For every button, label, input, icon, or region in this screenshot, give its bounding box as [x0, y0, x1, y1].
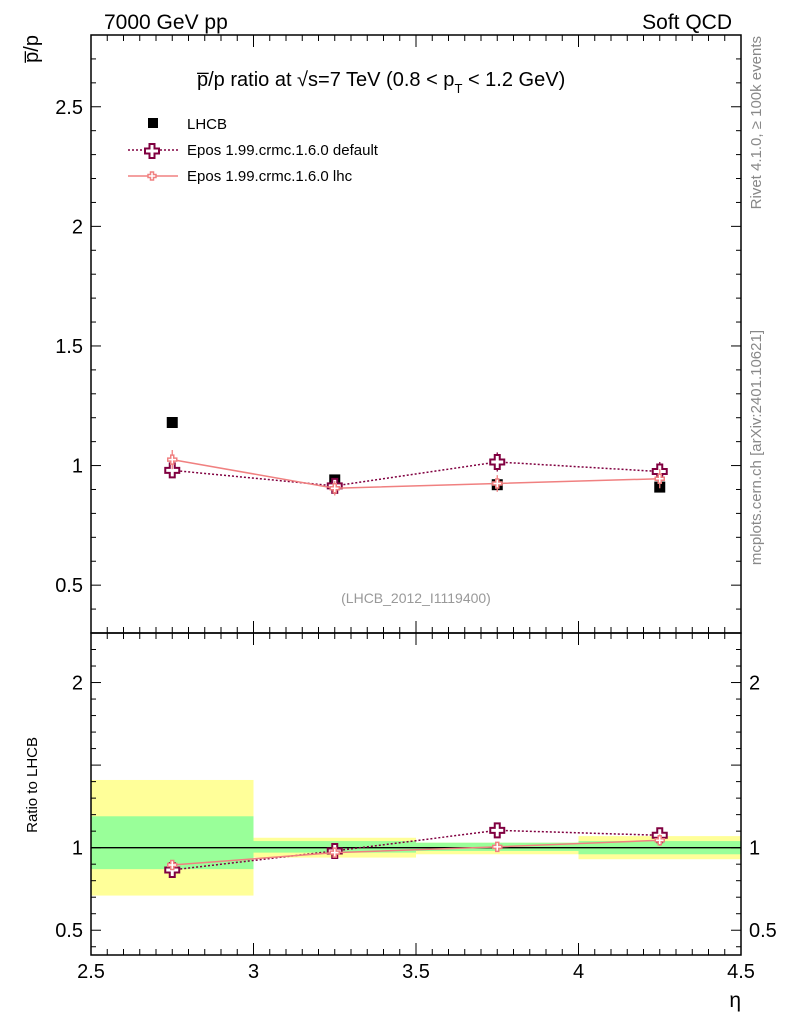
main-lhc-point-1 — [329, 483, 340, 494]
ratio-default-line — [172, 829, 660, 871]
legend-marker-lhc — [147, 171, 157, 181]
ratio-xtick-label: 3 — [248, 961, 259, 983]
main-ytick-label: 0.5 — [55, 575, 83, 597]
legend-label-lhcb: LHCB — [187, 116, 227, 133]
x-axis-label: η — [729, 989, 741, 1012]
main-lhc-point-3 — [654, 473, 665, 484]
main-lhc-line — [172, 458, 660, 490]
ratio-lhc-point-0 — [167, 859, 178, 871]
rivet-label: Rivet 4.1.0, ≥ 100k events — [748, 36, 765, 209]
ratio-default-point-2 — [489, 822, 506, 839]
header-energy: 7000 GeV pp — [104, 11, 228, 34]
ratio-xtick-label: 2.5 — [77, 961, 105, 983]
main-ytick-label: 2.5 — [55, 97, 83, 119]
chart-title: p̅/p ratio at √s=7 TeV (0.8 < pT < 1.2 G… — [197, 69, 565, 96]
main-lhc-point-2 — [492, 478, 503, 489]
ratio-ytick-label-left: 1 — [72, 838, 83, 860]
ratio-ytick-label-left: 2 — [72, 673, 83, 695]
ratio-xtick-label: 4.5 — [727, 961, 755, 983]
main-default-line — [172, 461, 660, 487]
main-ylabel: p̅/p — [21, 35, 43, 63]
ratio-lhc-point-1 — [329, 847, 340, 858]
ratio-ytick-label-right: 0.5 — [749, 920, 777, 942]
main-lhcb-point-0 — [166, 417, 178, 429]
ratio-ylabel: Ratio to LHCB — [24, 737, 41, 833]
main-default-point-2 — [489, 453, 506, 470]
header-category: Soft QCD — [642, 11, 732, 34]
ratio-xtick-label: 4 — [573, 961, 584, 983]
main-ytick-label: 1 — [72, 456, 83, 478]
analysis-watermark: (LHCB_2012_I1119400) — [341, 590, 491, 606]
ratio-ytick-label-right: 1 — [749, 838, 760, 860]
ratio-lhc-point-3 — [654, 834, 665, 846]
main-ytick-label: 1.5 — [55, 336, 83, 358]
ratio-lhc-point-2 — [492, 841, 503, 853]
legend: LHCB Epos 1.99.crmc.1.6.0 default Epos 1… — [128, 116, 379, 185]
ratio-ytick-label-right: 2 — [749, 673, 760, 695]
legend-label-lhc: Epos 1.99.crmc.1.6.0 lhc — [187, 168, 353, 185]
legend-marker-lhcb — [148, 118, 158, 128]
ratio-ytick-label-left: 0.5 — [55, 920, 83, 942]
mcplots-label: mcplots.cern.ch [arXiv:2401.10621] — [748, 330, 765, 565]
ratio-lhc-line — [172, 839, 660, 866]
main-default-point-0 — [164, 462, 181, 479]
legend-label-default: Epos 1.99.crmc.1.6.0 default — [187, 142, 379, 159]
legend-marker-default — [144, 143, 160, 159]
main-lhc-point-0 — [167, 454, 178, 465]
main-ytick-label: 2 — [72, 216, 83, 238]
ratio-xtick-label: 3.5 — [402, 961, 430, 983]
